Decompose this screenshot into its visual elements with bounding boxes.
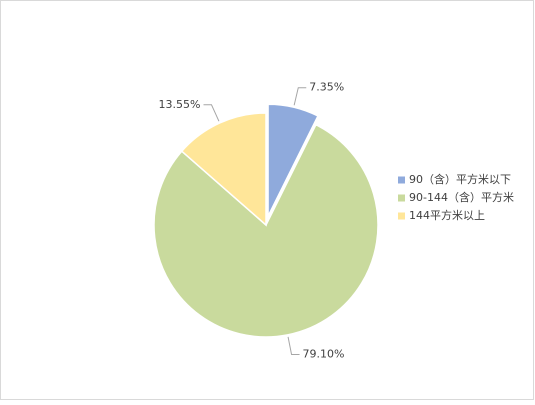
data-label: 7.35% (309, 81, 344, 94)
pie-slice (267, 103, 319, 217)
legend-swatch (398, 212, 405, 220)
legend-swatch (398, 194, 405, 202)
data-label: 79.10% (303, 348, 345, 361)
leader-line (287, 336, 300, 356)
pie-slice (153, 123, 379, 338)
legend-label: 90-144（含）平方米 (409, 190, 514, 204)
legend-label: 90（含）平方米以下 (409, 172, 511, 186)
leader-line (203, 104, 220, 122)
pie-slice (180, 112, 267, 227)
legend-label: 144平方米以上 (409, 208, 485, 222)
data-label: 13.55% (159, 98, 201, 111)
leader-line (293, 87, 307, 106)
legend-swatch (398, 176, 405, 184)
